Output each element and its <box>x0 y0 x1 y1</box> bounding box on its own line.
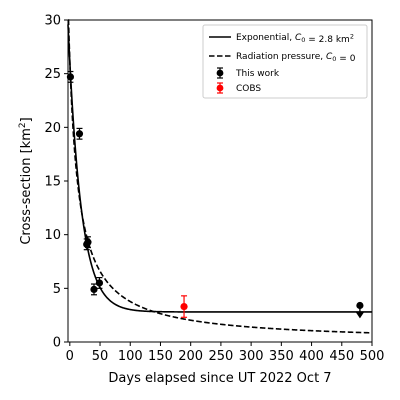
y-tick-label: 30 <box>44 14 61 29</box>
this-work-point <box>90 285 98 294</box>
axis-ticks: 0 50 100 150 200 250 300 350 400 450 500 0 5 10 15 20 25… <box>44 14 384 365</box>
y-tick-label: 25 <box>44 67 61 82</box>
x-tick-label: 250 <box>208 349 233 364</box>
x-tick-label: 150 <box>148 349 173 364</box>
y-tick-label: 15 <box>44 175 61 190</box>
exponential-fit-line <box>67 24 372 313</box>
x-tick-label: 350 <box>269 349 294 364</box>
legend-label: COBS <box>236 84 261 94</box>
legend-point-icon <box>216 84 224 92</box>
x-tick-label: 400 <box>299 349 324 364</box>
this-work-point <box>66 73 75 81</box>
x-axis-label: Days elapsed since UT 2022 Oct 7 <box>108 371 331 386</box>
legend-label: Radiation pressure, C0 = 0 <box>236 52 356 64</box>
x-tick-label: 450 <box>329 349 354 364</box>
y-tick-label: 0 <box>53 336 61 351</box>
x-tick-label: 0 <box>66 349 74 364</box>
upper-limit-point <box>356 301 364 310</box>
x-tick-label: 300 <box>239 349 264 364</box>
upper-limit-arrow-head <box>355 312 364 319</box>
legend-point-icon <box>216 69 224 77</box>
this-work-point <box>95 279 104 287</box>
this-work-point <box>75 130 84 138</box>
y-tick-label: 5 <box>53 282 61 297</box>
data-points <box>66 70 364 319</box>
legend-label: This work <box>235 69 280 79</box>
y-tick-label: 20 <box>44 121 61 136</box>
x-tick-label: 50 <box>92 349 109 364</box>
x-tick-label: 500 <box>360 349 385 364</box>
legend-box <box>202 24 368 99</box>
x-tick-label: 100 <box>118 349 143 364</box>
radiation-pressure-fit-line <box>67 19 373 334</box>
legend-label: Exponential, C0 = 2.8 km2 <box>236 33 354 46</box>
model-curves <box>67 19 373 334</box>
x-tick-label: 200 <box>178 349 203 364</box>
cobs-point <box>180 302 188 311</box>
legend: Exponential, C0 = 2.8 km2 Radiation press… <box>202 24 368 99</box>
y-tick-label: 10 <box>44 228 61 243</box>
y-axis-label: Cross-section [km2] <box>18 117 34 244</box>
this-work-point <box>84 238 92 246</box>
